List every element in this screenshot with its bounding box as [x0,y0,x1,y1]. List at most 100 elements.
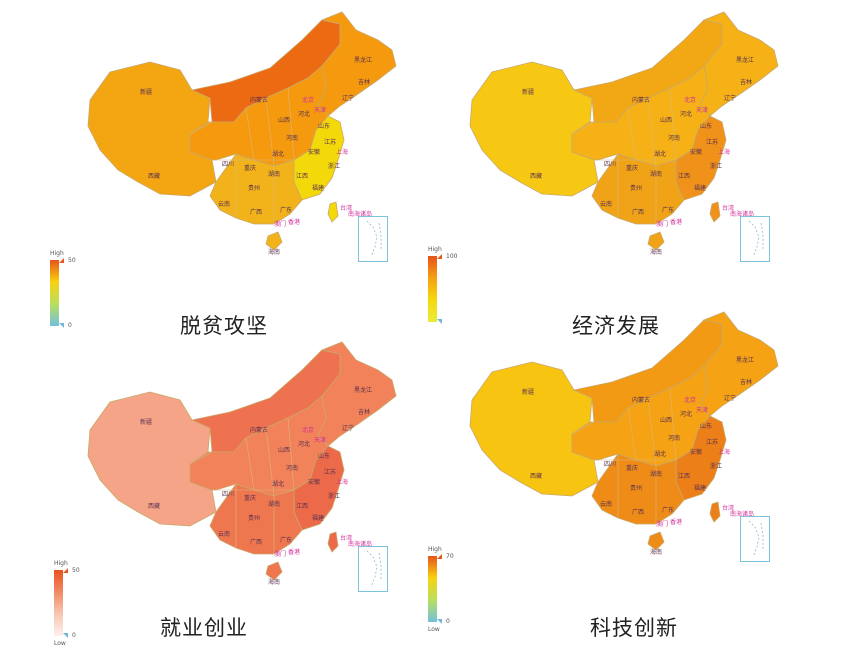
label-jiangxi: 江西 [296,503,308,510]
legend-gradient-bar [428,556,437,622]
legend-max-value: 50 [68,257,76,264]
label-beijing: 北京 [684,396,696,404]
province-border [245,107,255,161]
label-guangdong: 广东 [662,206,674,214]
label-xianggang: 香港 [670,518,682,526]
label-xizang: 西藏 [530,472,542,480]
legend-min-value: 0 [446,618,450,625]
label-xinjiang: 新疆 [140,418,152,426]
province-border [265,97,275,167]
label-chongqing: 重庆 [626,464,638,472]
region-hainan [265,231,283,251]
label-jiangsu: 江苏 [706,138,718,146]
label-jiangsu: 江苏 [324,468,336,476]
label-taiwan: 台湾 [722,504,734,512]
province-border [647,97,657,167]
province-border [571,421,595,435]
region-south [591,153,685,225]
label-guangdong: 广东 [662,506,674,514]
label-sichuan: 四川 [222,161,234,168]
label-xianggang: 香港 [288,218,300,226]
legend-gradient-bar [50,260,59,326]
label-hebei: 河北 [680,410,692,418]
province-border [245,437,255,491]
label-beijing: 北京 [302,96,314,104]
region-hainan [265,561,283,581]
label-yunnan: 云南 [600,200,612,208]
label-xinjiang: 新疆 [140,88,152,96]
label-nanhai: 南海诸岛 [730,510,754,518]
label-guangdong: 广东 [280,206,292,214]
label-chongqing: 重庆 [244,494,256,502]
legend-min-value: 0 [72,632,76,639]
label-zhejiang: 浙江 [328,162,340,170]
legend-low-label: Low [54,640,66,647]
label-xinjiang: 新疆 [522,388,534,396]
label-jilin: 吉林 [740,78,752,86]
map-title: 脱贫攻坚 [180,314,268,338]
label-shanghai: 上海 [718,148,730,156]
label-jilin: 吉林 [358,78,370,86]
label-anhui: 安徽 [690,148,702,156]
label-guizhou: 贵州 [630,484,642,492]
province-border [669,87,677,161]
province-border [287,417,295,491]
label-nanhai: 南海诸岛 [348,210,372,218]
province-border [287,87,295,161]
south-china-sea-inset [740,516,770,562]
label-shanghai: 上海 [718,448,730,456]
south-china-sea-inset [358,216,388,262]
region-taiwan [709,201,721,223]
label-sichuan: 四川 [222,491,234,498]
label-sichuan: 四川 [604,161,616,168]
province-border [627,407,637,461]
label-tianjin: 天津 [696,407,708,414]
label-heilongjiang: 黑龙江 [354,56,372,64]
label-henan: 河南 [668,134,680,142]
label-neimenggu: 内蒙古 [632,396,650,404]
label-shandong: 山东 [700,122,712,130]
label-hebei: 河北 [298,440,310,448]
south-china-sea-inset [740,216,770,262]
label-yunnan: 云南 [600,500,612,508]
label-yunnan: 云南 [218,200,230,208]
label-heilongjiang: 黑龙江 [736,356,754,364]
label-hainan: 海南 [650,548,662,556]
map-title: 就业创业 [160,616,248,640]
legend-low-label: Low [428,626,440,633]
label-henan: 河南 [286,134,298,142]
label-tianjin: 天津 [314,107,326,114]
label-shanghai: 上海 [336,148,348,156]
label-fujian: 福建 [694,184,706,192]
label-nanhai: 南海诸岛 [348,540,372,548]
label-taiwan: 台湾 [722,204,734,212]
label-neimenggu: 内蒙古 [250,96,268,104]
province-border [627,107,637,161]
label-yunnan: 云南 [218,530,230,538]
label-fujian: 福建 [694,484,706,492]
label-neimenggu: 内蒙古 [250,426,268,434]
map-panel-3: 新疆 西藏 黑龙江 吉林 辽宁 内蒙古 北京 天津 河北 山西 山东 河南 江苏 安徽 湖北 湖南 四川 重庆 贵州… [40,340,474,669]
label-jiangsu: 江苏 [324,138,336,146]
label-guangxi: 广西 [632,508,644,516]
label-hainan: 海南 [268,248,280,256]
label-hubei: 湖北 [272,150,284,158]
province-border [189,121,213,135]
legend-gradient-bar [54,570,63,636]
label-chongqing: 重庆 [244,164,256,172]
label-aomen: 澳门 [656,520,668,528]
label-guizhou: 贵州 [248,514,260,522]
label-aomen: 澳门 [274,220,286,228]
label-beijing: 北京 [684,96,696,104]
legend-max-handle-icon [63,568,68,573]
label-anhui: 安徽 [690,448,702,456]
map-panel-4: 新疆 西藏 黑龙江 吉林 辽宁 内蒙古 北京 天津 河北 山西 山东 河南 江苏 安徽 湖北 湖南 四川 重庆 贵州… [422,310,856,640]
label-aomen: 澳门 [656,220,668,228]
region-taiwan [327,201,339,223]
label-guangdong: 广东 [280,536,292,544]
legend-max-value: 70 [446,553,454,560]
